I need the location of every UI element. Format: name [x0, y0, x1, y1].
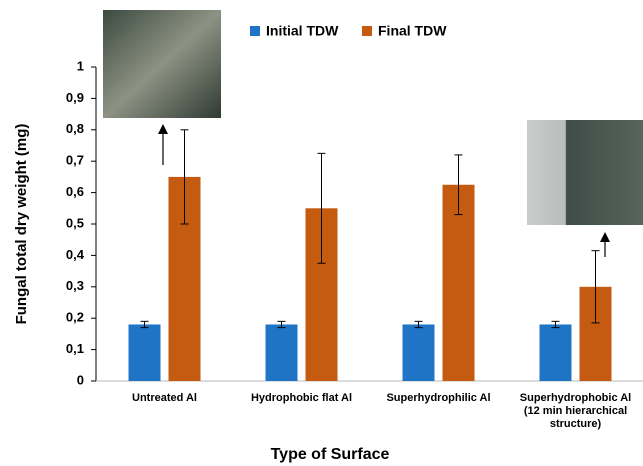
y-tick-label: 0,6: [66, 184, 84, 199]
arrow-head: [600, 232, 610, 242]
bar: [266, 324, 298, 381]
y-tick-label: 0,2: [66, 310, 84, 325]
y-tick-label: 0,4: [66, 247, 85, 262]
y-tick-label: 0,8: [66, 121, 84, 136]
bar: [403, 324, 435, 381]
y-axis-title: Fungal total dry weight (mg): [13, 124, 30, 325]
y-tick-label: 0,3: [66, 278, 84, 293]
legend-swatch: [250, 26, 260, 36]
legend-label: Initial TDW: [266, 23, 339, 39]
x-tick-label: Superhydrophobic Al (12 min hierarchical…: [507, 392, 643, 431]
y-tick-label: 0,7: [66, 153, 84, 168]
chart: Fungal total dry weight (mg) Type of Sur…: [0, 0, 643, 466]
arrow-head: [158, 124, 168, 134]
inset-image: [103, 10, 221, 118]
legend-label: Final TDW: [378, 23, 447, 39]
x-tick-label: Untreated Al: [96, 392, 233, 405]
x-tick-label: Superhydrophilic Al: [370, 392, 507, 405]
bar: [129, 324, 161, 381]
bar: [540, 324, 572, 381]
x-axis-title: Type of Surface: [271, 446, 390, 463]
x-tick-label: Hydrophobic flat Al: [233, 392, 370, 405]
y-tick-label: 0,5: [66, 215, 84, 230]
legend-swatch: [362, 26, 372, 36]
y-tick-label: 0,9: [66, 90, 84, 105]
y-tick-label: 0,1: [66, 341, 84, 356]
y-tick-label: 1: [77, 58, 84, 73]
inset-image: [527, 120, 643, 225]
y-tick-label: 0: [77, 372, 84, 387]
